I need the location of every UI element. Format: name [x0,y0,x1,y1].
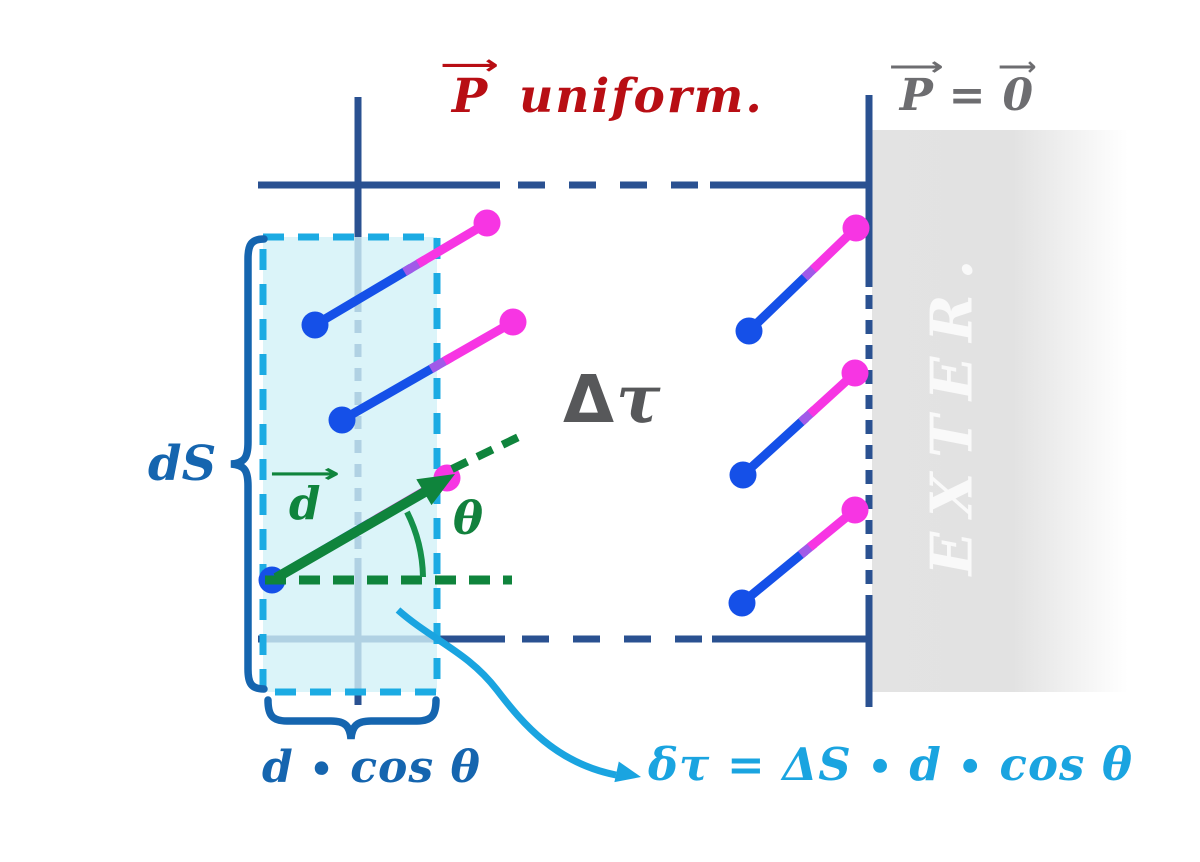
vector-arrow-icon: ⟶ [998,52,1037,82]
dipole-segment [739,547,809,607]
exterior-label: EXTER. [918,244,986,576]
delta-symbol: Δ [563,361,615,438]
negative-charge-dot [328,406,356,434]
positive-charge-dot [841,496,869,524]
dipole [729,359,869,489]
theta-angle-arc [404,510,426,578]
vector-arrow-icon: ⟶ [888,52,944,82]
ds-brace [230,235,268,693]
dipole [328,308,527,434]
p-vector-symbol: ⟶ P [440,50,499,124]
d-vector-label: ⟶ d [269,444,341,531]
green-annotations [265,429,529,585]
positive-charge-dot [842,214,870,242]
dipole-segment [339,361,440,424]
dipole-segment [312,264,414,329]
volume-formula-label: δτ = ΔS ∙ d ∙ cos θ [648,738,1133,791]
d-vector-symbol: ⟶ d [269,459,341,531]
positive-charge-dot [499,308,527,336]
measurement-braces [230,235,440,740]
uniform-text: uniform. [519,68,764,124]
d-vector-arrowhead [416,474,455,506]
formula-callout-arrow [395,607,641,783]
d-vector-arrow-shaft [273,484,433,583]
ds-label: dS [148,436,217,492]
dipole [728,496,869,617]
callout-arrowhead [614,761,641,783]
dcos-brace [264,696,440,740]
zero-vector-symbol: ⟶ 0 [998,52,1037,122]
negative-charge-dot [735,317,763,345]
dipole [735,214,870,345]
d-vector-dashed-extension [450,429,529,473]
positive-charge-dot [841,359,869,387]
vector-arrow-icon: ⟶ [440,50,499,81]
vector-arrow-icon: ⟶ [269,459,341,489]
tau-symbol: τ [616,360,661,438]
p-uniform-label: ⟶ P uniform. [440,50,764,124]
positive-charge-dot [473,209,501,237]
d-cos-theta-label: d ∙ cos θ [262,742,481,793]
dipole-segment [739,414,809,479]
delta-tau-label: Δτ [563,366,661,433]
callout-curve [395,607,617,779]
p-vector-symbol: ⟶ P [888,52,944,122]
dipole [301,209,501,339]
exterior-band [872,130,1128,692]
slab-dashed-outline [259,233,441,696]
negative-charge-dot [729,461,757,489]
negative-charge-dot [728,589,756,617]
negative-charge-dot [301,311,329,339]
theta-label: θ [453,492,484,545]
p-zero-label: ⟶ P = ⟶ 0 [888,52,1037,122]
equals-sign: = [948,70,986,122]
dipole-segment [745,270,813,335]
